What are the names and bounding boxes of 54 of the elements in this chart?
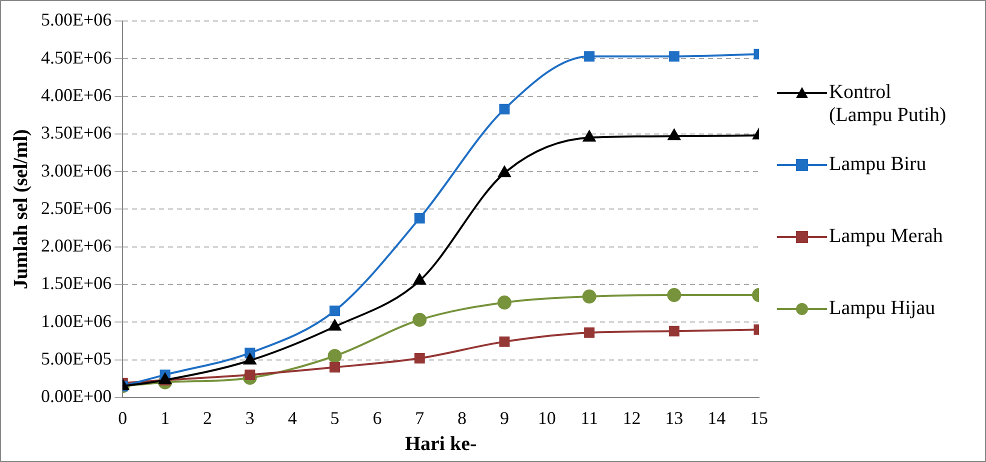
x-tick-label: 14 (708, 408, 726, 428)
point (498, 166, 511, 178)
point (584, 327, 595, 338)
point (330, 306, 340, 316)
y-tick-label: 2.00E+06 (40, 236, 112, 256)
x-tick-label: 1 (160, 408, 170, 428)
x-tick-label: 8 (458, 408, 467, 428)
point (328, 348, 342, 363)
point (668, 51, 680, 62)
y-tick-label: 3.50E+06 (40, 122, 112, 143)
point (668, 326, 680, 336)
x-tick-label: 13 (665, 408, 684, 428)
x-tick-label: 2 (202, 408, 212, 428)
point (328, 320, 341, 331)
legend-label: Lampu Biru (829, 153, 926, 176)
x-tick-label: 0 (118, 408, 128, 428)
x-tick-label: 5 (330, 408, 340, 428)
point (582, 290, 596, 304)
point (330, 362, 340, 373)
point (414, 353, 425, 364)
point (499, 104, 510, 114)
point (584, 51, 595, 62)
legend-label: Lampu Merah (829, 225, 943, 248)
point (413, 274, 426, 285)
x-tick-label: 4 (288, 408, 297, 428)
x-tick-label: 7 (415, 408, 424, 428)
y-tick-label: 1.00E+06 (40, 310, 112, 331)
y-tick-label: 5.00E+06 (40, 10, 112, 30)
point (412, 312, 427, 327)
point (667, 288, 682, 302)
x-tick-label: 10 (538, 408, 556, 428)
y-tick-label: 4.00E+06 (40, 85, 112, 106)
x-tick-label: 11 (580, 408, 598, 428)
y-axis-title: Jumlah sel (sel/ml) (10, 129, 32, 290)
x-tick-label: 9 (500, 408, 509, 428)
y-tick-label: 4.50E+06 (40, 47, 112, 68)
y-tick-label: 2.50E+06 (40, 198, 112, 218)
y-tick-label: 3.00E+06 (40, 160, 112, 180)
y-tick-label: 1.50E+06 (40, 273, 112, 294)
y-tick-label: 0.00E+00 (40, 386, 112, 406)
x-axis-title: Hari ke- (404, 433, 477, 456)
x-tick-label: 3 (245, 408, 254, 428)
x-tick-label: 12 (622, 408, 641, 428)
legend-label: Lampu Hijau (829, 297, 936, 320)
y-tick-label: 5.00E+05 (40, 348, 112, 368)
x-tick-label: 6 (372, 408, 382, 428)
point (668, 129, 680, 140)
point (497, 296, 512, 310)
point (499, 336, 510, 347)
point (414, 212, 425, 224)
point (244, 354, 256, 365)
point (583, 130, 596, 142)
x-tick-label: 15 (750, 408, 768, 428)
legend-label: Kontrol (Lampu Putih) (829, 81, 947, 127)
